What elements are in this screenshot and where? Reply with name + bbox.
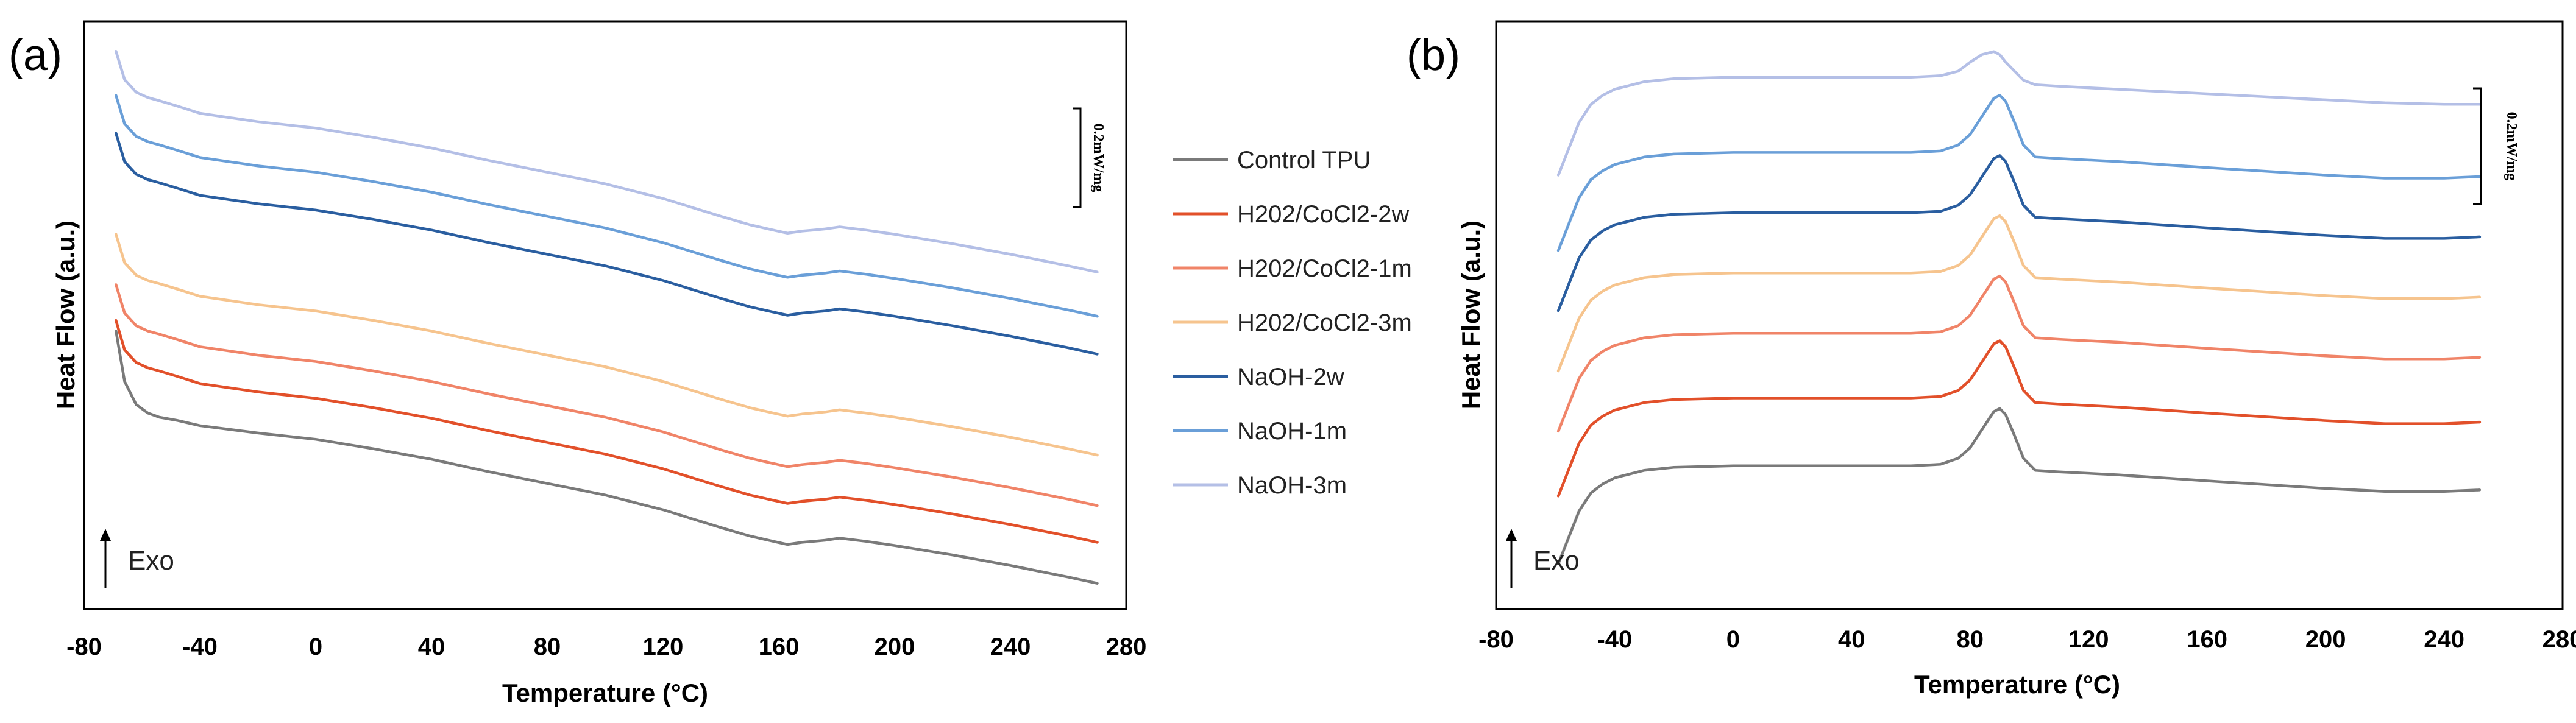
panel-a-x-tick-label-7: 200 [875, 633, 915, 660]
panel-a-exo-indicator: Exo [100, 529, 174, 588]
panel-b-series-line-2 [1556, 274, 2482, 433]
panel-b-x-tick-label-2: 0 [1726, 626, 1740, 653]
panel-a-x-tick-label-5: 120 [643, 633, 684, 660]
panel-a-x-tick-label-0: -80 [66, 633, 102, 660]
panel-a-scale-label: 0.2mW/mg [1090, 124, 1106, 192]
panel-a-exo-label: Exo [128, 546, 174, 576]
panel-b-y-axis-title: Heat Flow (a.u.) [1457, 220, 1485, 409]
panel-b-series [1556, 50, 2482, 565]
legend-label-3: H202/CoCl2-3m [1237, 309, 1412, 336]
panel-b-x-tick-label-9: 280 [2542, 626, 2576, 653]
panel-a-y-axis-title: Heat Flow (a.u.) [51, 220, 80, 409]
panel-a-series-line-4 [115, 132, 1099, 356]
panel-a: (a) -80 -40 0 40 80 120 160 200 240 280 Temperatu… [9, 20, 1146, 707]
legend-label-1: H202/CoCl2-2w [1237, 201, 1409, 228]
panel-b-exo-indicator: Exo [1506, 529, 1580, 588]
legend-label-0: Control TPU [1237, 147, 1371, 174]
panel-b-scale-bracket [2473, 87, 2482, 205]
panel-a-label: (a) [9, 31, 62, 80]
panel-b-label: (b) [1407, 31, 1460, 80]
panel-a-x-tick-label-3: 40 [418, 633, 445, 660]
panel-b-x-axis-title: Temperature (°C) [1914, 670, 2120, 699]
panel-b-series-line-1 [1556, 339, 2482, 498]
panel-b-x-tick-label-1: -40 [1597, 626, 1632, 653]
panel-a-scale-bracket [1073, 107, 1082, 208]
panel-a-scale-bar: 0.2mW/mg [1073, 107, 1106, 208]
panel-a-plot-frame [83, 20, 1127, 610]
legend-label-6: NaOH-3m [1237, 472, 1347, 499]
panel-b-series-line-5 [1556, 94, 2482, 252]
panel-a-series [115, 49, 1099, 585]
panel-a-series-line-1 [115, 319, 1099, 544]
panel-b-series-line-4 [1556, 154, 2482, 312]
panel-b-x-tick-label-0: -80 [1478, 626, 1514, 653]
panel-a-series-line-5 [115, 94, 1099, 318]
panel-b-x-tick-label-4: 80 [1957, 626, 1984, 653]
panel-b-x-tick-label-5: 120 [2068, 626, 2109, 653]
legend-label-5: NaOH-1m [1237, 418, 1347, 445]
panel-b-x-tick-label-6: 160 [2187, 626, 2227, 653]
panel-b-x-tick-label-7: 200 [2305, 626, 2346, 653]
panel-b-plot-frame [1495, 20, 2564, 610]
panel-a-series-line-0 [115, 330, 1099, 585]
panel-b-scale-bar: 0.2mW/mg [2473, 87, 2519, 205]
panel-b-exo-label: Exo [1533, 546, 1580, 576]
panel-b-x-tick-label-3: 40 [1838, 626, 1865, 653]
legend-label-2: H202/CoCl2-1m [1237, 255, 1412, 282]
panel-a-x-tick-label-2: 0 [309, 633, 322, 660]
panel-b-exo-arrowhead-icon [1506, 529, 1517, 541]
panel-a-x-ticks: -80 -40 0 40 80 120 160 200 240 280 [66, 633, 1146, 660]
panel-a-exo-arrowhead-icon [100, 529, 111, 541]
panel-a-series-line-2 [115, 283, 1099, 507]
panel-a-x-tick-label-6: 160 [759, 633, 800, 660]
panel-a-x-tick-label-1: -40 [182, 633, 218, 660]
panel-a-series-line-6 [115, 49, 1099, 273]
panel-a-x-tick-label-4: 80 [534, 633, 561, 660]
panel-b-x-tick-label-8: 240 [2424, 626, 2464, 653]
panel-b-series-line-0 [1556, 407, 2482, 565]
panel-b-x-ticks: -80 -40 0 40 80 120 160 200 240 280 [1478, 626, 2576, 653]
panel-a-series-line-3 [115, 233, 1099, 457]
panel-b-series-line-3 [1556, 214, 2482, 373]
panel-b-scale-label: 0.2mW/mg [2503, 112, 2519, 181]
panel-a-x-axis-title: Temperature (°C) [502, 679, 708, 707]
legend: Control TPU H202/CoCl2-2w H202/CoCl2-1m H20… [1173, 147, 1412, 499]
panel-a-x-tick-label-8: 240 [990, 633, 1031, 660]
panel-b: (b) -80 -40 0 40 80 120 160 200 240 280 Temperatu… [1407, 20, 2576, 699]
panel-b-series-line-6 [1556, 50, 2482, 177]
panel-a-x-tick-label-9: 280 [1106, 633, 1147, 660]
legend-label-4: NaOH-2w [1237, 364, 1344, 390]
